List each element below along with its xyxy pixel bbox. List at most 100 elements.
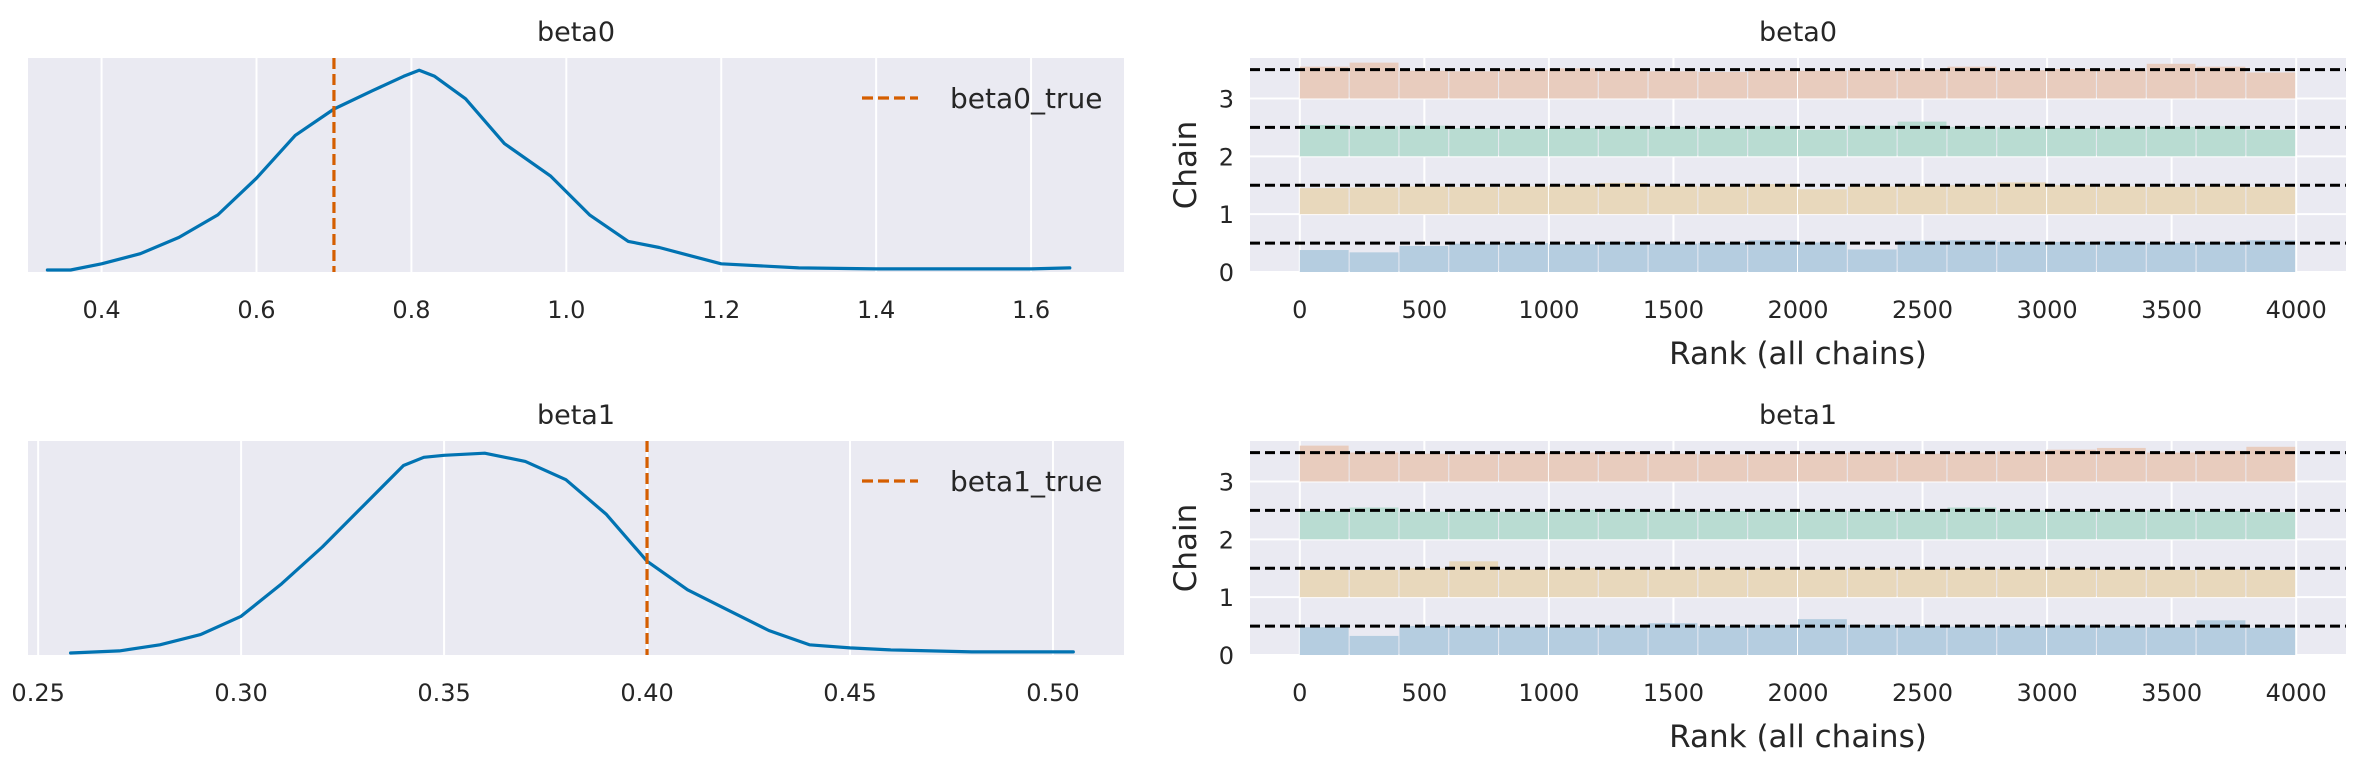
rank-bar-chain-3 (1748, 453, 1797, 482)
x-axis-label: Rank (all chains) (1669, 719, 1927, 755)
rank-bar-chain-0 (2047, 625, 2096, 655)
x-tick-label: 2000 (1767, 679, 1828, 707)
rank-bar-chain-2 (1349, 126, 1399, 157)
panel-title: beta1 (537, 400, 615, 431)
x-tick-label: 4000 (2266, 296, 2327, 324)
rank-bar-chain-0 (1748, 240, 1797, 272)
rank-bar-chain-2 (1449, 127, 1499, 157)
x-tick-label: 500 (1401, 296, 1447, 324)
rank-bar-chain-1 (1598, 568, 1648, 598)
rank-bar-chain-3 (1698, 454, 1748, 482)
rank-bar-chain-1 (1847, 186, 1897, 215)
rank-bar-chain-3 (1798, 453, 1847, 482)
rank-bar-chain-2 (2246, 129, 2296, 157)
legend-label: beta0_true (950, 82, 1102, 115)
rank-bar-chain-0 (1648, 243, 1698, 272)
rank-bar-chain-2 (1399, 511, 1449, 540)
x-tick-label: 4000 (2266, 679, 2327, 707)
x-tick-label: 2500 (1892, 679, 1953, 707)
rank-bar-chain-2 (1299, 510, 1349, 540)
rank-bar-chain-0 (2096, 626, 2146, 655)
rank-bar-chain-0 (1847, 624, 1897, 655)
rank-bar-chain-3 (1499, 453, 1548, 482)
rank-bar-chain-2 (1698, 510, 1748, 540)
rank-bar-chain-3 (2246, 72, 2296, 99)
x-axis-label: Rank (all chains) (1669, 336, 1927, 372)
rank-bar-chain-1 (1748, 184, 1797, 215)
rank-bar-chain-3 (1598, 451, 1648, 482)
x-tick-label: 0.4 (82, 296, 120, 324)
rank-bar-chain-0 (1548, 627, 1598, 655)
rank-bar-chain-3 (1548, 68, 1598, 99)
rank-bar-chain-0 (1399, 626, 1449, 655)
rank-bar-chain-0 (1598, 625, 1648, 655)
rank-bar-chain-0 (1299, 250, 1349, 272)
rank-bar-chain-2 (2047, 127, 2096, 157)
x-tick-label: 1.0 (547, 296, 585, 324)
rank-bar-chain-2 (1598, 126, 1648, 157)
rank-bar-chain-2 (2047, 510, 2096, 540)
panel-title: beta0 (537, 17, 615, 48)
rank-bar-chain-3 (1299, 66, 1349, 99)
panel-title: beta1 (1759, 400, 1837, 431)
rank-bar-chain-1 (1847, 568, 1897, 598)
rank-bar-chain-3 (1399, 70, 1449, 99)
rank-bar-chain-0 (1349, 635, 1399, 655)
rank-bar-chain-1 (1399, 186, 1449, 215)
rank-bar-chain-1 (1598, 182, 1648, 215)
rank-bar-chain-1 (1349, 569, 1399, 598)
x-tick-label: 3500 (2141, 679, 2202, 707)
rank-bar-chain-0 (1798, 242, 1847, 272)
x-tick-label: 0.30 (214, 679, 267, 707)
rank-bar-chain-2 (1499, 129, 1548, 157)
rank-bar-chain-2 (1548, 509, 1598, 540)
x-tick-label: 2500 (1892, 296, 1953, 324)
rank-bar-chain-1 (1947, 185, 1997, 215)
x-tick-label: 3000 (2017, 679, 2078, 707)
rank-bar-chain-0 (1449, 626, 1499, 655)
rank-bar-chain-3 (1499, 69, 1548, 99)
rank-bar-chain-1 (2146, 569, 2196, 598)
y-tick-label: 2 (1219, 143, 1234, 171)
rank-bar-chain-0 (1698, 243, 1748, 272)
rank-bar-chain-1 (1499, 569, 1548, 598)
rank-bar-chain-1 (1798, 189, 1847, 215)
rank-bar-chain-2 (1997, 127, 2047, 157)
rank-bar-chain-2 (2196, 510, 2246, 540)
rank-bar-chain-1 (1748, 568, 1797, 598)
rank-bar-chain-2 (1299, 125, 1349, 157)
y-tick-label: 2 (1219, 526, 1234, 554)
rank-bar-chain-1 (2096, 186, 2146, 215)
rank-bar-chain-2 (1449, 510, 1499, 540)
rank-bar-chain-1 (1698, 568, 1748, 598)
rank-bar-chain-1 (1648, 185, 1698, 215)
rank-bar-chain-2 (1648, 510, 1698, 540)
rank-panel-beta0: 0 500 1000 1500 2000 2500 3000 3500 4000 0 1 2 3 beta… (1168, 17, 2346, 372)
x-tick-label: 1.2 (702, 296, 740, 324)
y-tick-label: 0 (1219, 259, 1234, 287)
plot-area (28, 441, 1124, 655)
rank-bar-chain-3 (1947, 452, 1997, 482)
rank-panel-beta1: 0 500 1000 1500 2000 2500 3000 3500 4000 0 1 2 3 beta… (1168, 400, 2346, 755)
rank-bar-chain-1 (1798, 569, 1847, 598)
rank-bar-chain-1 (1499, 186, 1548, 215)
y-tick-label: 3 (1219, 85, 1234, 113)
x-tick-label: 1500 (1643, 679, 1704, 707)
rank-bar-chain-3 (1548, 452, 1598, 482)
rank-bar-chain-3 (1897, 453, 1947, 482)
rank-bar-chain-3 (1847, 452, 1897, 482)
rank-bar-chain-2 (1598, 509, 1648, 540)
rank-bar-chain-3 (2096, 69, 2146, 99)
x-tick-label: 0.25 (11, 679, 64, 707)
rank-bar-chain-1 (2047, 568, 2096, 598)
rank-bar-chain-1 (1299, 188, 1349, 215)
x-tick-label: 1000 (1518, 679, 1579, 707)
y-tick-label: 1 (1219, 584, 1234, 612)
rank-bar-chain-1 (2196, 569, 2246, 598)
rank-bar-chain-3 (1399, 453, 1449, 482)
rank-bar-chain-3 (1698, 71, 1748, 99)
rank-bar-chain-2 (1698, 127, 1748, 157)
panel-title: beta0 (1759, 17, 1837, 48)
kde-curve (69, 451, 1075, 655)
